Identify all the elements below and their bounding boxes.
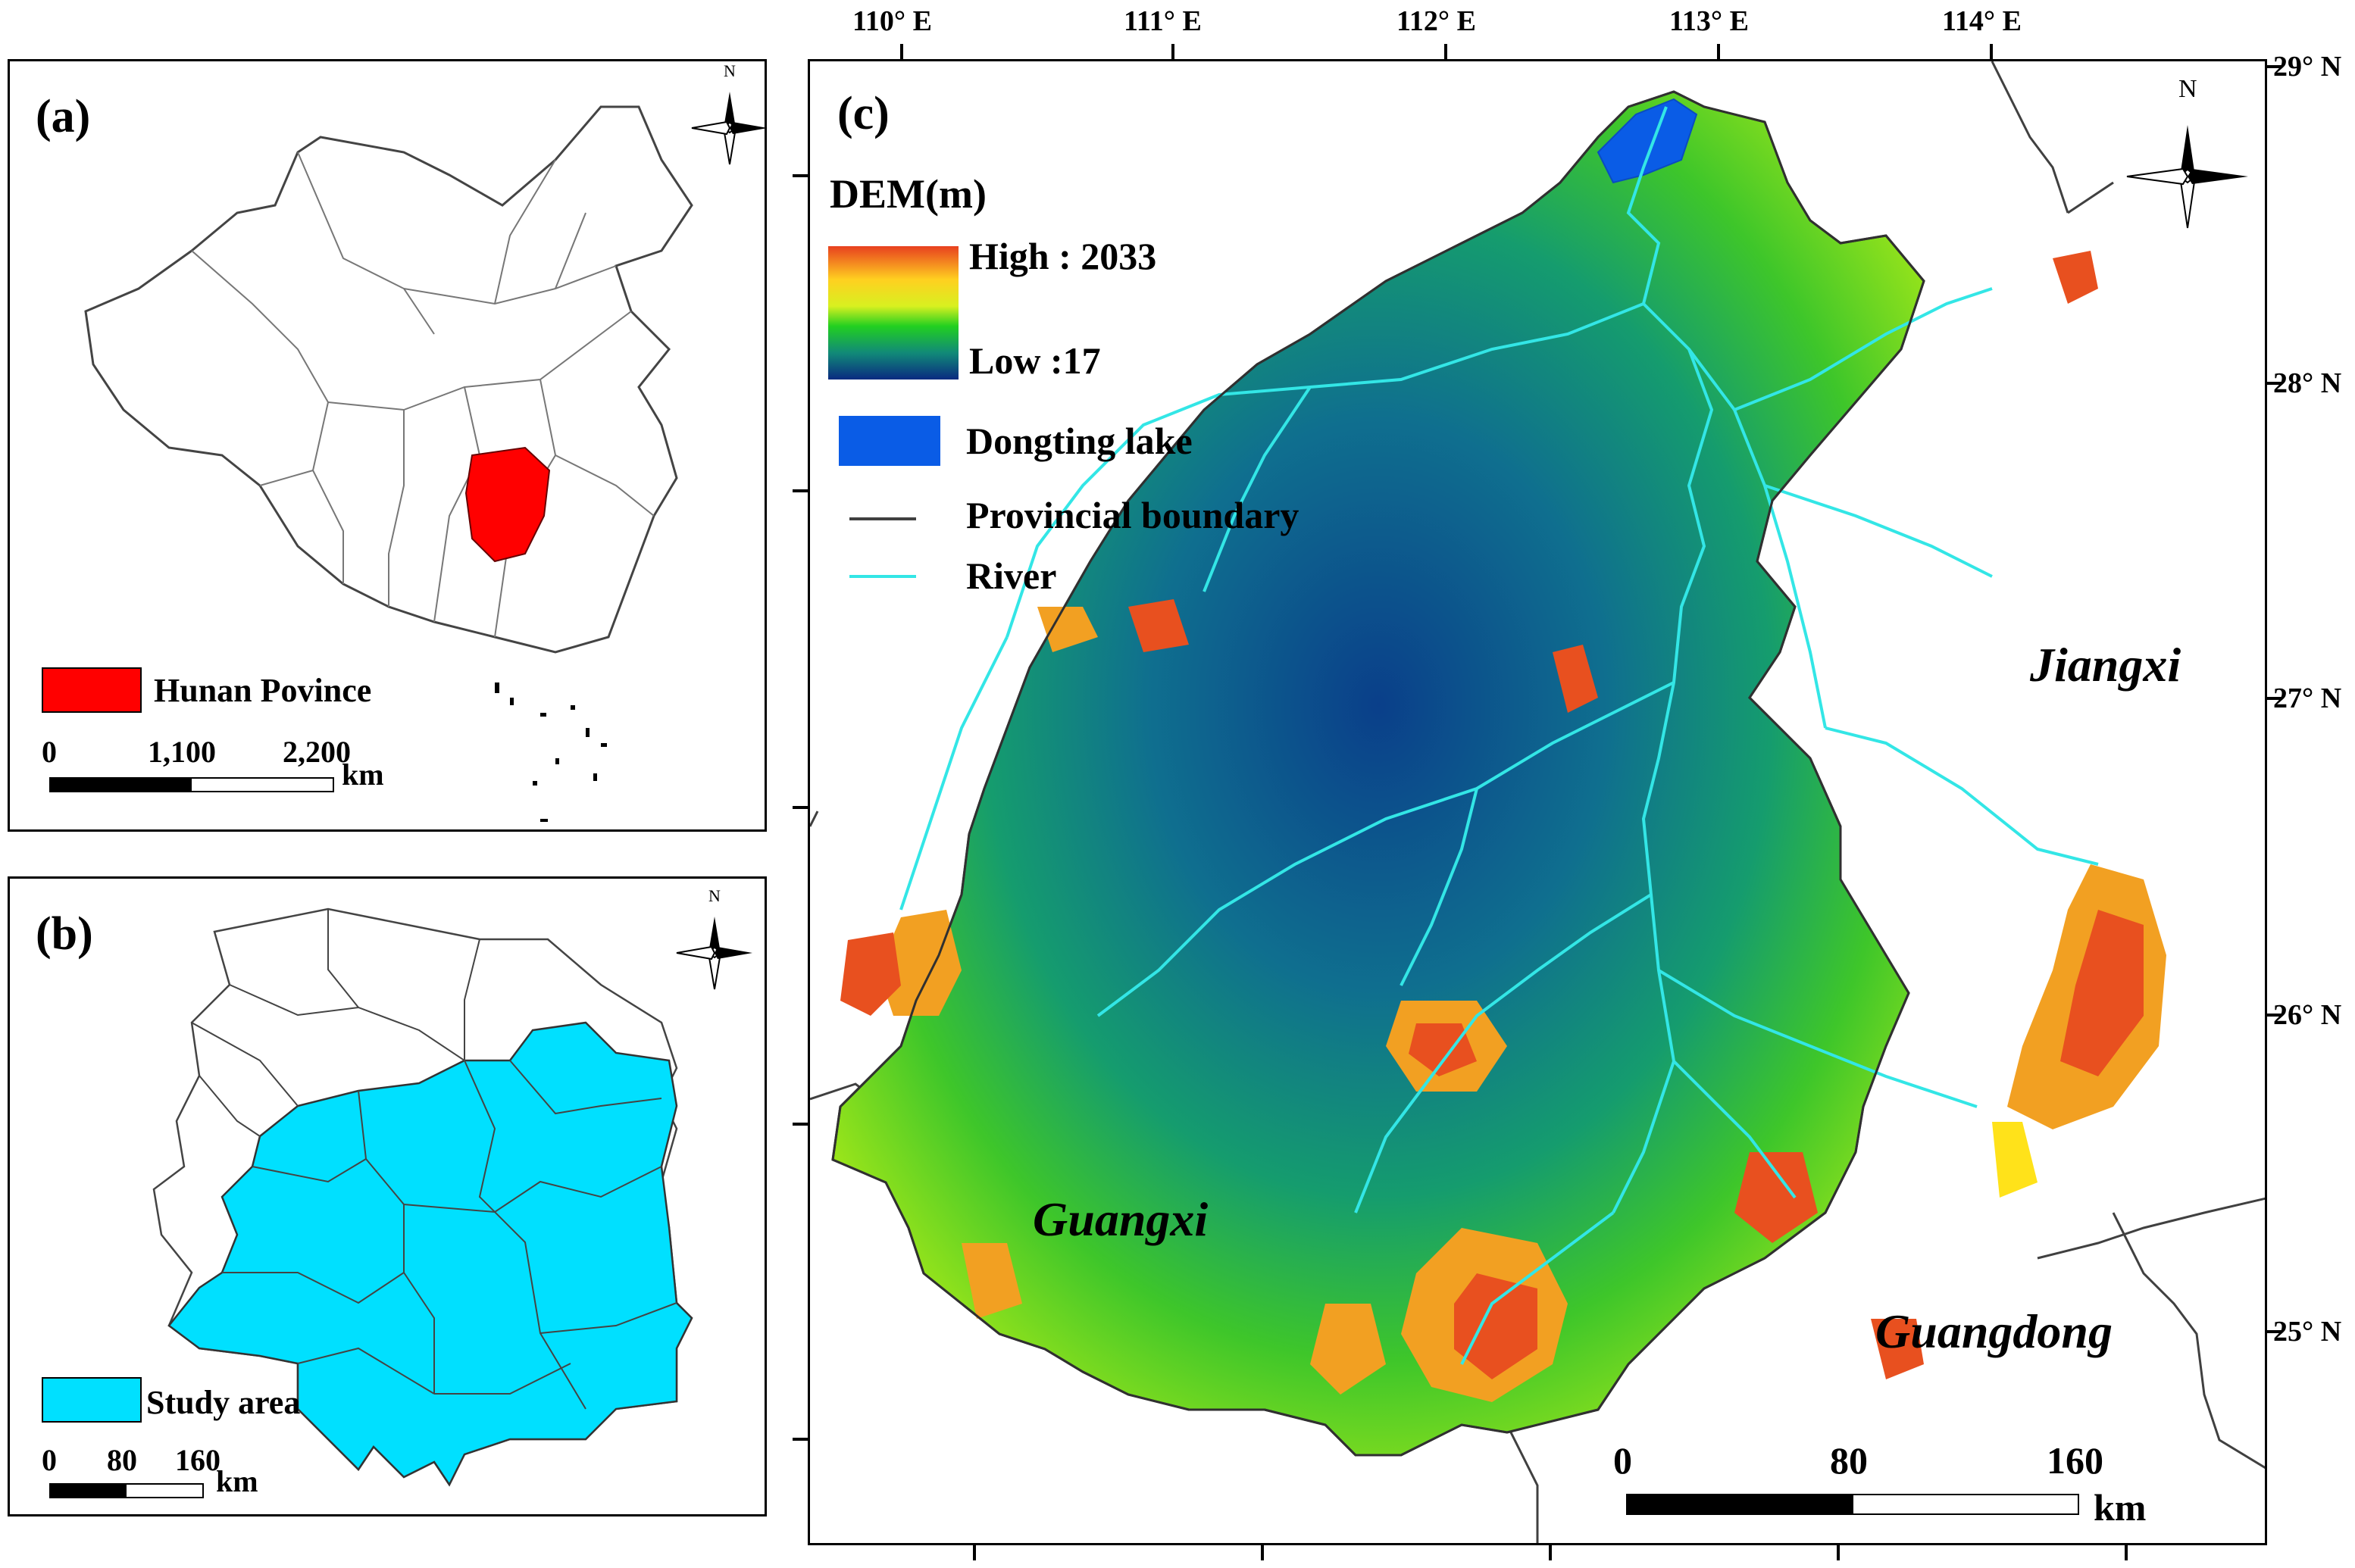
north-arrow-icon bbox=[691, 92, 768, 165]
scale-c-tick-2: 160 bbox=[2047, 1439, 2103, 1482]
dem-map bbox=[810, 61, 2265, 1543]
scale-c-tick-0: 0 bbox=[1613, 1439, 1632, 1482]
scale-a-unit: km bbox=[342, 757, 384, 792]
north-arrow-icon-b bbox=[676, 917, 752, 990]
legend-boundary: Provincial boundary bbox=[966, 494, 1299, 536]
scale-bar-c-black bbox=[1626, 1494, 1853, 1515]
lon-label-112: 112° E bbox=[1396, 5, 1476, 37]
panel-b-label: (b) bbox=[36, 908, 93, 960]
dem-color-ramp bbox=[828, 246, 959, 380]
scale-a-tick-1: 1,100 bbox=[148, 735, 216, 769]
lat-label-26: 26° N bbox=[2273, 999, 2342, 1031]
scale-b-tick-0: 0 bbox=[42, 1443, 57, 1477]
scale-a-tick-2: 2,200 bbox=[283, 735, 351, 769]
scale-b-tick-1: 80 bbox=[107, 1443, 137, 1477]
hunan-highlight bbox=[464, 446, 551, 563]
north-label-c: N bbox=[2178, 75, 2197, 103]
scale-bar-b bbox=[49, 1483, 204, 1498]
neighbor-jiangxi: Jiangxi bbox=[2030, 638, 2181, 692]
lon-label-113: 113° E bbox=[1669, 5, 1749, 37]
neighbor-guangxi: Guangxi bbox=[1033, 1192, 1209, 1246]
lat-label-29: 29° N bbox=[2273, 51, 2342, 83]
legend-label-hunan: Hunan Povince bbox=[154, 672, 372, 709]
lat-label-27: 27° N bbox=[2273, 682, 2342, 714]
hunan-prefectures bbox=[152, 907, 693, 1487]
panel-a-china-map: (a) bbox=[8, 59, 768, 832]
legend-swatch-hunan bbox=[42, 667, 142, 713]
legend-river: River bbox=[966, 554, 1057, 597]
scale-b-unit: km bbox=[216, 1464, 258, 1498]
scale-c-unit: km bbox=[2094, 1486, 2147, 1529]
legend-low: Low :17 bbox=[969, 339, 1101, 382]
panel-c-dem-map: (c) DEM(m) High : 2033 Low :17 Dongting … bbox=[808, 59, 2267, 1545]
legend-label-study-area: Study area bbox=[146, 1384, 301, 1421]
china-map bbox=[84, 105, 693, 822]
scale-bar-c-white bbox=[1852, 1494, 2079, 1515]
dongting-lake bbox=[1597, 98, 1698, 184]
lon-label-111: 111° E bbox=[1124, 5, 1202, 37]
panel-c-label: (c) bbox=[837, 88, 890, 139]
north-label-a: N bbox=[724, 61, 736, 80]
neighbor-guangdong: Guangdong bbox=[1875, 1304, 2113, 1358]
legend-swatch-study-area bbox=[42, 1377, 142, 1423]
lat-label-28: 28° N bbox=[2273, 367, 2342, 399]
scale-a-tick-0: 0 bbox=[42, 735, 57, 769]
lon-label-110: 110° E bbox=[852, 5, 932, 37]
panel-b-hunan-map: (b) N Study area 0 80 160 km bbox=[8, 876, 767, 1516]
lat-label-25: 25° N bbox=[2273, 1316, 2342, 1348]
highland-west bbox=[878, 910, 962, 1016]
china-outline bbox=[84, 105, 693, 654]
north-label-b: N bbox=[708, 886, 721, 905]
legend-lake-swatch bbox=[839, 416, 940, 466]
scale-c-tick-1: 80 bbox=[1830, 1439, 1868, 1482]
scale-b-tick-2: 160 bbox=[175, 1443, 220, 1477]
legend-title: DEM(m) bbox=[830, 171, 987, 217]
north-arrow-icon-c bbox=[2126, 125, 2248, 229]
panel-a-label: (a) bbox=[36, 91, 91, 142]
legend-lake: Dongting lake bbox=[966, 420, 1193, 462]
legend-high: High : 2033 bbox=[969, 235, 1157, 277]
scale-bar-a bbox=[49, 777, 334, 792]
lon-label-114: 114° E bbox=[1942, 5, 2022, 37]
